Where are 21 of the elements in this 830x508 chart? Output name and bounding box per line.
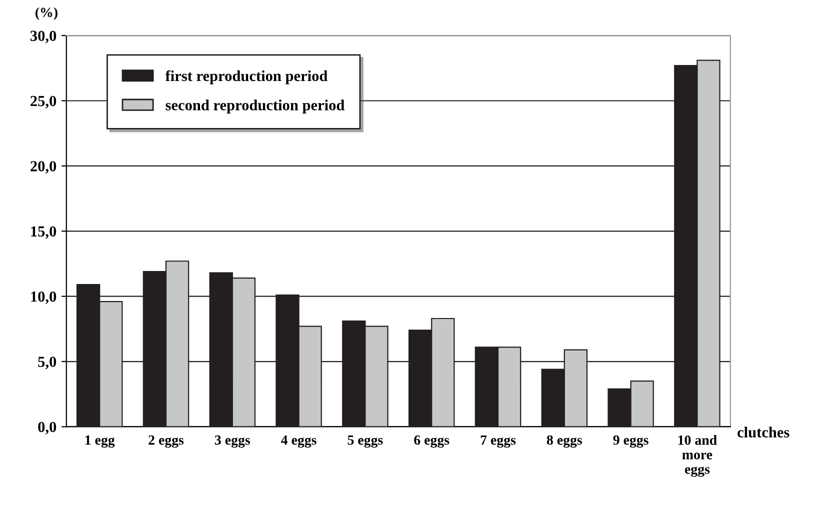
x-tick-label: 9 eggs bbox=[613, 435, 648, 448]
x-tick-label: 6 eggs bbox=[414, 435, 450, 448]
y-tick-label: 25,0 bbox=[30, 96, 56, 108]
x-tick-label: 10 and more eggs bbox=[678, 435, 717, 477]
y-tick-label: 20,0 bbox=[30, 161, 56, 174]
x-tick-label: 8 eggs bbox=[546, 435, 582, 448]
y-tick-label: 15,0 bbox=[31, 226, 56, 239]
y-tick-label: 10,0 bbox=[31, 291, 56, 304]
x-tick-label: 1 egg bbox=[85, 435, 115, 448]
y-axis-title: (%) bbox=[36, 7, 58, 20]
x-tick-label: 5 eggs bbox=[348, 435, 383, 448]
y-tick-label: 0,0 bbox=[38, 422, 56, 434]
x-tick-label: 7 eggs bbox=[480, 435, 516, 448]
legend-label: second reproduction period bbox=[166, 100, 345, 114]
x-tick-label: 3 eggs bbox=[214, 435, 250, 448]
y-tick-label: 30,0 bbox=[30, 30, 56, 44]
y-tick-label: 5,0 bbox=[38, 356, 56, 370]
x-tick-label: 2 eggs bbox=[148, 435, 184, 448]
x-axis-title: clutches bbox=[738, 426, 790, 438]
legend-label: first reproduction period bbox=[165, 70, 328, 84]
x-tick-label: 4 eggs bbox=[281, 435, 316, 448]
